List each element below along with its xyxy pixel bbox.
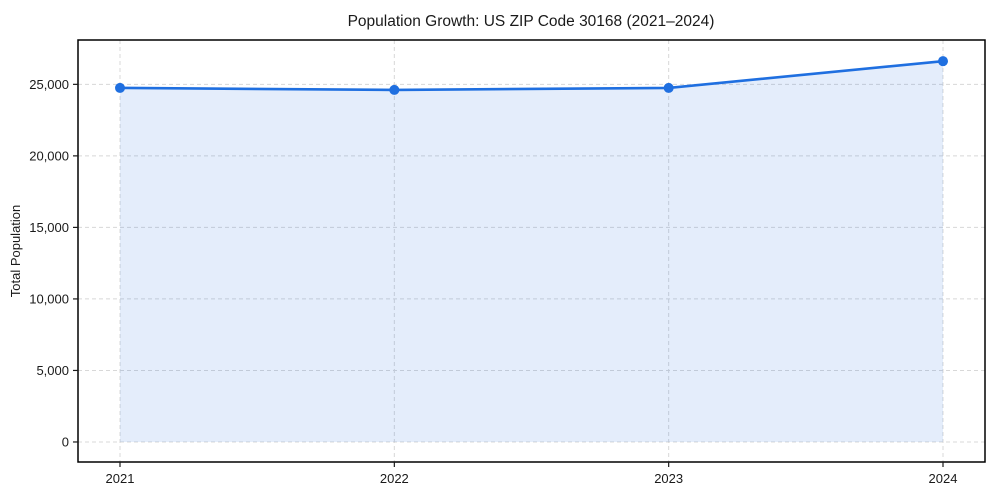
data-point-marker (938, 56, 948, 67)
area-fill (120, 61, 943, 442)
y-tick-label: 5,000 (36, 363, 69, 378)
x-tick-label: 2022 (380, 471, 409, 486)
y-tick-label: 0 (62, 434, 69, 449)
data-point-marker (389, 84, 400, 95)
x-tick-label: 2023 (654, 471, 683, 486)
y-tick-label: 20,000 (29, 148, 69, 163)
plot-border (77, 39, 986, 463)
chart-title: Population Growth: US ZIP Code 30168 (20… (348, 13, 715, 30)
y-tick-label: 25,000 (29, 77, 69, 92)
y-tick-label: 10,000 (29, 291, 69, 306)
plot-background (78, 40, 985, 462)
y-axis-label: Total Population (8, 205, 23, 298)
data-point-marker (115, 82, 125, 93)
data-line (118, 59, 945, 92)
data-point-marker (663, 82, 674, 93)
plot-area: 0 5,000 10,000 15,000 20,000 25,000 2021 2022 20… (29, 39, 986, 486)
x-tick-label: 2021 (106, 471, 135, 486)
x-tick-label: 2024 (929, 471, 958, 486)
y-tick-label: 15,000 (29, 220, 69, 235)
